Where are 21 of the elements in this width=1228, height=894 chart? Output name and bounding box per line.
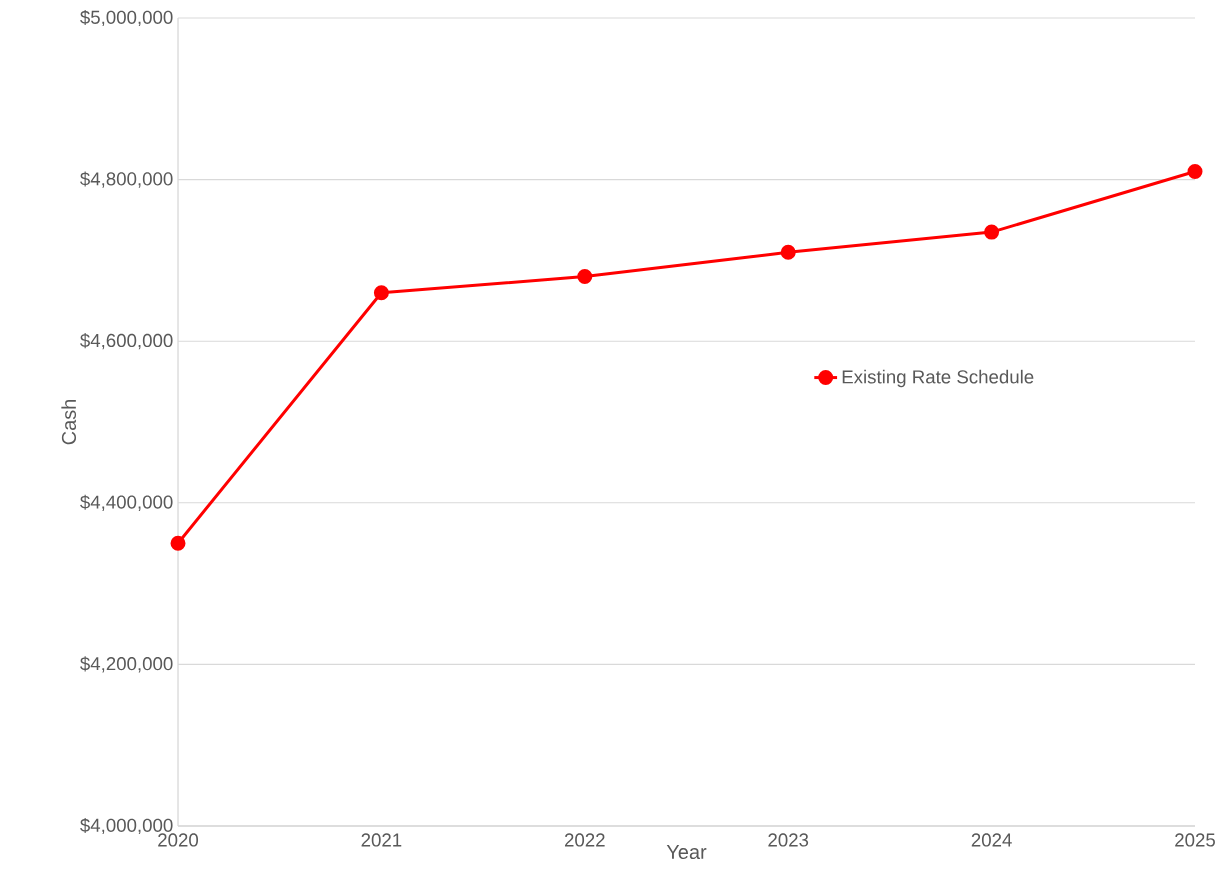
point bbox=[780, 244, 796, 260]
y-tick-label: $4,800,000 bbox=[80, 171, 173, 188]
point bbox=[1187, 164, 1203, 180]
legend-label: Existing Rate Schedule bbox=[842, 369, 1034, 388]
x-tick-label: 2025 bbox=[1175, 833, 1215, 847]
point bbox=[373, 285, 389, 301]
x-tick-label: 2021 bbox=[361, 833, 402, 847]
y-tick-label: $4,600,000 bbox=[80, 333, 173, 350]
x-tick-label: 2020 bbox=[158, 833, 199, 847]
y-tick-label: $4,400,000 bbox=[80, 494, 173, 511]
point bbox=[170, 535, 186, 551]
x-tick-label: 2023 bbox=[768, 833, 809, 847]
point bbox=[577, 269, 593, 285]
y-tick-label: $5,000,000 bbox=[80, 9, 173, 27]
x-axis-title: Year bbox=[666, 845, 707, 860]
y-tick-label: $4,000,000 bbox=[80, 817, 173, 835]
x-tick-label: 2022 bbox=[564, 833, 605, 847]
y-axis-title: Cash bbox=[61, 399, 77, 445]
x-tick-label: 2024 bbox=[971, 833, 1012, 847]
point bbox=[984, 224, 1000, 240]
y-tick-label: $4,200,000 bbox=[80, 656, 173, 673]
